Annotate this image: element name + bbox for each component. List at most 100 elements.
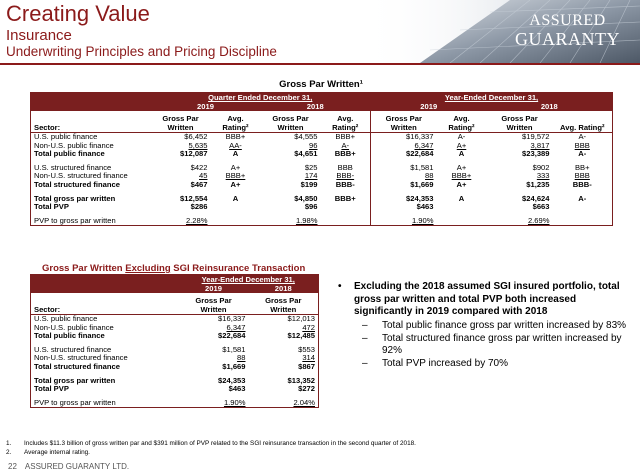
- table-title: Gross Par Written Excluding SGI Reinsura…: [42, 263, 305, 274]
- cell-text: 1.90%: [411, 216, 434, 225]
- cell: A+: [437, 164, 487, 173]
- cell-text: $422: [190, 163, 208, 172]
- cell-text: $22,684: [218, 332, 246, 341]
- cell-text: $1,235: [526, 180, 550, 189]
- cell-text: $199: [300, 180, 318, 189]
- blank-cell: [30, 274, 179, 285]
- cell-text: $467: [190, 180, 208, 189]
- cell: $12,087: [151, 150, 211, 159]
- cell-text: $4,651: [294, 150, 318, 159]
- cell: $16,337: [370, 132, 437, 142]
- cell-text: $12,013: [287, 314, 315, 323]
- blank-cell: [30, 92, 151, 103]
- year-header: 2018: [248, 284, 319, 294]
- cell-text: $1,581: [410, 163, 434, 172]
- column-header-row: Sector: Gross Par Written Avg. Rating² Gros…: [30, 111, 613, 134]
- cell-text: $12,554: [180, 194, 208, 203]
- cell-text: 2.04%: [293, 398, 315, 407]
- row-label: Total public finance: [34, 332, 105, 341]
- cell-text: BBB: [574, 141, 590, 150]
- cell-text: 1.90%: [223, 398, 246, 407]
- cell-text: 1.98%: [295, 216, 318, 225]
- row-label: Total gross par written: [34, 194, 116, 203]
- cell: $24,624: [487, 195, 553, 204]
- footnote-text: Includes $11.3 billion of gross written …: [24, 440, 416, 447]
- cell-text: 2.28%: [185, 216, 208, 225]
- cell-text: BBB+: [334, 150, 356, 159]
- cell: [211, 217, 261, 226]
- group-header: Quarter Ended December 31,: [150, 92, 371, 103]
- data-row: Non-U.S. structured finance 45 BBB+ 174 BBB-…: [31, 172, 613, 181]
- row-label: U.S. structured finance: [34, 345, 112, 354]
- cell-text: BBB+: [334, 194, 356, 203]
- cell: BBB: [553, 142, 613, 151]
- cell: A-: [321, 142, 371, 151]
- cell: A+: [437, 142, 487, 151]
- data-row: Total structured finance $467 A+ $199 BBB- $1…: [31, 180, 613, 190]
- title-text: SGI Reinsurance Transaction: [173, 263, 306, 274]
- cell-text: $16,337: [406, 132, 434, 141]
- column-header: Gross Par Written: [248, 293, 319, 316]
- cell-text: A-: [341, 141, 350, 150]
- cell-text: 3,817: [530, 141, 550, 150]
- cell: 2.69%: [487, 217, 553, 226]
- cell: $12,485: [249, 332, 319, 341]
- cell-text: $19,572: [522, 132, 550, 141]
- cell: A: [437, 195, 487, 204]
- blank-cell: [30, 284, 179, 294]
- cell: $23,389: [487, 150, 553, 159]
- cell-text: $867: [298, 362, 315, 371]
- cell: 314: [249, 354, 319, 363]
- cell: $12,554: [151, 195, 211, 204]
- footer-company: ASSURED GUARANTY LTD.: [24, 462, 130, 471]
- footer: 22 ASSURED GUARANTY LTD.: [8, 462, 129, 471]
- cell: $902: [487, 164, 553, 173]
- cell: $867: [249, 363, 319, 372]
- group-header: Year-Ended December 31,: [178, 274, 319, 285]
- data-row: PVP to gross par written 1.90% 2.04%: [31, 399, 319, 408]
- cell: A-: [437, 133, 487, 142]
- data-row: Non-U.S. public finance 6,347 472: [31, 324, 319, 333]
- data-row: Non-U.S. structured finance 88 314: [31, 354, 319, 363]
- cell: 6,347: [179, 324, 249, 333]
- cell-text: 314: [302, 354, 315, 363]
- cell-text: A-: [457, 132, 466, 141]
- cell: 1.98%: [261, 217, 321, 226]
- column-header: Avg. Rating²: [320, 111, 371, 134]
- cell: 2.28%: [151, 217, 211, 226]
- cell: BBB: [321, 164, 371, 173]
- cell: $663: [487, 203, 553, 212]
- cell-text: BB+: [574, 163, 590, 172]
- gap-row: [31, 158, 613, 164]
- gap-row: [31, 211, 613, 217]
- cell-text: 472: [302, 323, 315, 332]
- cell: A+: [211, 164, 261, 173]
- gap-cell: [370, 211, 437, 217]
- slide-subtitle: Underwriting Principles and Pricing Disc…: [6, 44, 277, 59]
- cell: BBB+: [321, 195, 371, 204]
- header-row: 2019 2018: [30, 284, 319, 294]
- cell-text: $4,555: [294, 132, 318, 141]
- data-row: U.S. public finance $6,452 BBB+ $4,555 BBB+ $…: [31, 132, 613, 142]
- data-row: Total structured finance $1,669 $867: [31, 363, 319, 372]
- data-row: Total gross par written $24,353 $13,352: [31, 377, 319, 386]
- cell-text: AA-: [229, 141, 242, 150]
- cell: 96: [261, 142, 321, 151]
- year-header: 2018: [486, 102, 613, 112]
- header-row: 2019 2018 2019 2018: [30, 102, 613, 112]
- row-label: Total PVP: [34, 385, 69, 394]
- cell-text: A: [232, 150, 239, 159]
- bullet: Excluding the 2018 assumed SGI insured p…: [338, 281, 628, 319]
- cell-text: $13,352: [287, 376, 315, 385]
- cell-text: $463: [416, 203, 434, 212]
- cell: BBB-: [553, 181, 613, 190]
- cell: $16,337: [179, 315, 249, 324]
- cell: [553, 203, 613, 212]
- cell: $25: [261, 164, 321, 173]
- row-label: Total public finance: [34, 150, 105, 159]
- data-row: Total PVP $286 $96 $463 $663: [31, 203, 613, 212]
- footnote: 1. Includes $11.3 billion of gross writte…: [6, 440, 416, 447]
- cell: $1,669: [179, 363, 249, 372]
- row-label: Non-U.S. public finance: [34, 323, 114, 332]
- cell: 45: [151, 172, 211, 181]
